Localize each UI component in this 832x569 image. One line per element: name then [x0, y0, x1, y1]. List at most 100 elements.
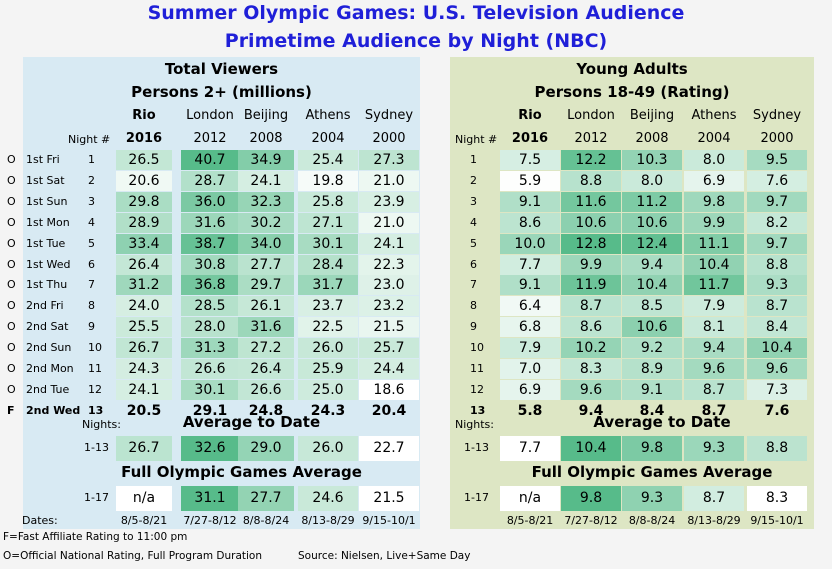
ya-value-cell: 8.2	[747, 212, 807, 233]
tv-value-cell: 21.0	[359, 212, 419, 233]
ya-value-cell: 8.6	[561, 317, 621, 338]
tv-value-cell: 23.7	[298, 296, 358, 317]
tv-value-cell: 20.5	[126, 402, 162, 419]
tv-row-day: 2nd Tue	[26, 382, 70, 396]
tv-row-day: 2nd Sat	[26, 320, 69, 334]
tv-value-cell: 30.8	[181, 254, 239, 275]
tv-value-cell: 25.7	[359, 338, 419, 359]
ya-avg-cell: 9.3	[684, 436, 744, 461]
ya-row-night: 13	[470, 403, 486, 417]
tv-value-cell: 24.8	[248, 402, 284, 419]
ya-value-cell: 11.1	[684, 233, 744, 254]
tv-value-cell: 26.5	[116, 150, 172, 170]
ya-col-city: Beijing	[629, 108, 675, 123]
tv-value-cell: 32.3	[238, 191, 294, 212]
ya-value-cell: 9.6	[747, 359, 807, 379]
ya-col-year: 2012	[574, 131, 608, 146]
ya-value-cell: 10.6	[622, 317, 682, 338]
ya-row-night: 12	[470, 382, 484, 396]
tv-value-cell: 34.9	[238, 150, 294, 170]
tv-value-cell: 27.7	[238, 254, 294, 275]
tv-avg-cell: 26.7	[116, 436, 172, 461]
tv-col-city: Rio	[132, 108, 156, 123]
tv-value-cell: 31.2	[116, 275, 172, 296]
ya-panel-title: Young Adults	[576, 60, 688, 78]
ya-night-header: Night #	[455, 133, 498, 146]
tv-value-cell: 22.3	[359, 254, 419, 275]
ya-col-city: Rio	[518, 108, 542, 123]
tv-row-flag: O	[7, 320, 16, 334]
tv-value-cell: 40.7	[181, 150, 239, 170]
source-note: Source: Nielsen, Live+Same Day	[298, 550, 471, 562]
ya-value-cell: 9.8	[684, 191, 744, 212]
tv-row-day: 1st Sun	[26, 194, 68, 208]
ya-value-cell: 8.7	[684, 379, 744, 400]
tv-value-cell: 20.4	[371, 402, 407, 419]
ya-col-city: Sydney	[752, 108, 802, 123]
ya-value-cell: 7.9	[500, 338, 560, 359]
ya-avg-cell: 7.7	[500, 436, 560, 461]
tv-value-cell: 28.9	[116, 212, 172, 233]
tv-col-year: 2004	[311, 131, 345, 146]
chart-title: Summer Olympic Games: U.S. Television Au…	[147, 2, 685, 24]
ya-value-cell: 10.4	[622, 275, 682, 296]
tv-value-cell: 26.6	[181, 359, 239, 379]
ya-avg-range: 1-13	[464, 441, 489, 454]
tv-value-cell: 25.9	[298, 359, 358, 379]
tv-value-cell: 24.3	[310, 402, 346, 419]
tv-row-night: 7	[88, 278, 95, 292]
tv-row-day: 1st Sat	[26, 173, 65, 187]
tv-col-city: Beijing	[243, 108, 289, 123]
ya-value-cell: 7.6	[747, 170, 807, 191]
tv-full-avg-cell: 21.5	[359, 486, 419, 511]
ya-date: 7/27-8/12	[564, 514, 618, 527]
ya-date: 8/13-8/29	[687, 514, 741, 527]
tv-avg-cell: 32.6	[181, 436, 239, 461]
tv-row-flag: O	[7, 341, 16, 355]
tv-value-cell: 33.4	[116, 233, 172, 254]
ya-full-avg-cell: 8.7	[684, 486, 744, 511]
ya-value-cell: 10.2	[561, 338, 621, 359]
ya-avg-cell: 10.4	[561, 436, 621, 461]
tv-value-cell: 19.8	[298, 170, 358, 191]
ya-col-city: Athens	[691, 108, 737, 123]
tv-value-cell: 26.6	[238, 379, 294, 400]
ya-avg-cell: 8.8	[747, 436, 807, 461]
tv-value-cell: 31.3	[181, 338, 239, 359]
tv-value-cell: 29.1	[192, 402, 228, 419]
ya-nights-label: Nights:	[455, 418, 494, 431]
ya-row-night: 6	[470, 257, 477, 271]
tv-full-avg-cell: 27.7	[238, 486, 294, 511]
tv-value-cell: 30.1	[181, 379, 239, 400]
tv-value-cell: 26.4	[238, 359, 294, 379]
ya-col-year: 2016	[511, 131, 549, 146]
ya-value-cell: 9.1	[622, 379, 682, 400]
tv-avg-cell: 22.7	[359, 436, 419, 461]
tv-date: 8/13-8/29	[301, 514, 355, 527]
tv-row-day: 2nd Sun	[26, 341, 72, 355]
tv-value-cell: 36.8	[181, 275, 239, 296]
ya-avg-title: Average to Date	[593, 413, 731, 431]
tv-value-cell: 27.3	[359, 150, 419, 170]
tv-row-night: 4	[88, 215, 95, 229]
ya-value-cell: 9.7	[747, 191, 807, 212]
ya-row-night: 8	[470, 299, 477, 313]
ya-value-cell: 7.0	[500, 359, 560, 379]
tv-full-avg-cell: 31.1	[181, 486, 239, 511]
tv-row-night: 8	[88, 299, 95, 313]
tv-full-avg-cell: 24.6	[298, 486, 358, 511]
ya-value-cell: 8.6	[500, 212, 560, 233]
tv-avg-range: 1-13	[84, 441, 109, 454]
tv-row-night: 1	[88, 153, 95, 166]
ya-col-city: London	[567, 108, 615, 123]
tv-value-cell: 25.5	[116, 317, 172, 338]
ya-value-cell: 5.9	[500, 170, 560, 191]
tv-value-cell: 23.2	[359, 296, 419, 317]
ya-value-cell: 10.6	[561, 212, 621, 233]
tv-row-day: 1st Wed	[26, 257, 71, 271]
tv-value-cell: 26.0	[298, 338, 358, 359]
tv-row-night: 2	[88, 173, 95, 187]
ya-row-night: 3	[470, 194, 477, 208]
ya-value-cell: 9.6	[561, 379, 621, 400]
tv-value-cell: 31.7	[298, 275, 358, 296]
